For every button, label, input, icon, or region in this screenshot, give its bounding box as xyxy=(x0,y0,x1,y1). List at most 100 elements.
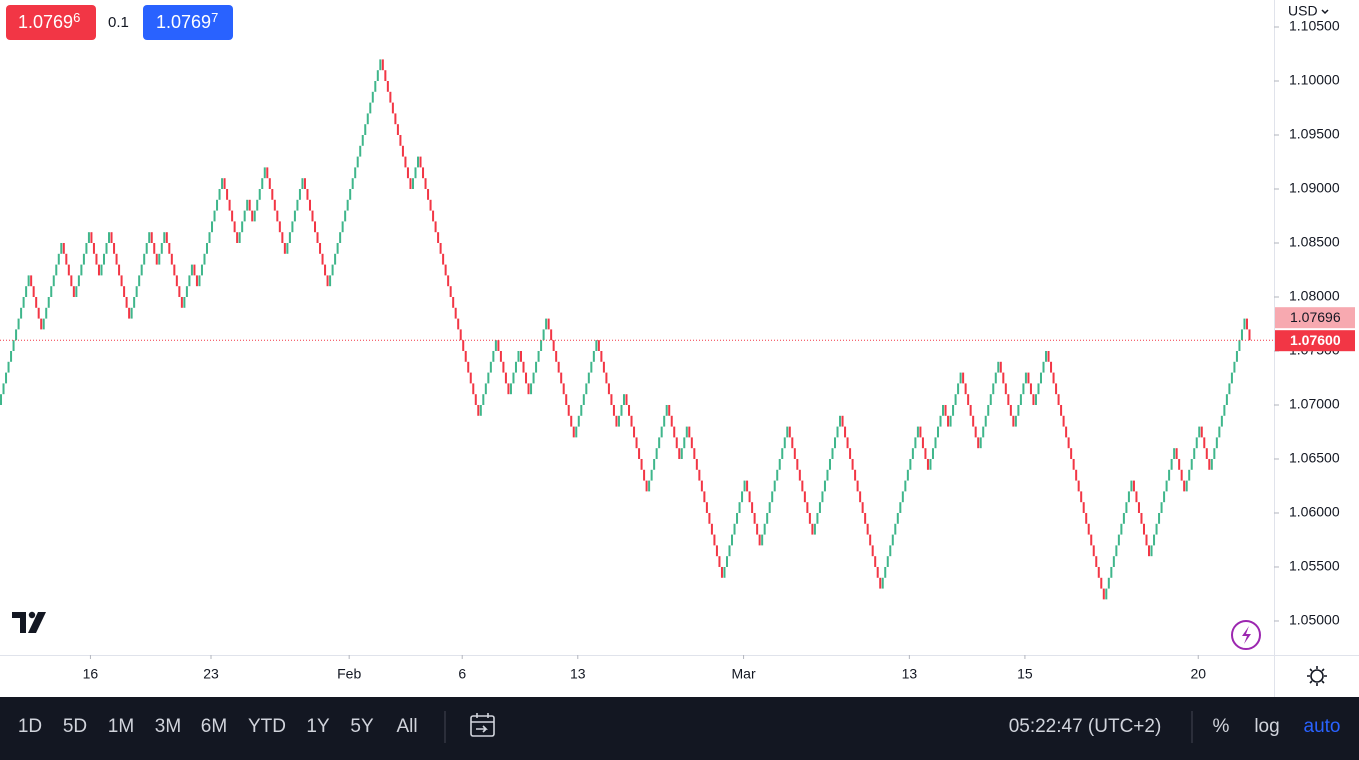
brick xyxy=(982,426,985,438)
brick xyxy=(1007,394,1010,405)
brick xyxy=(695,458,698,470)
settings-icon[interactable] xyxy=(1307,666,1327,686)
current-level-box xyxy=(1275,330,1355,352)
brick xyxy=(1045,350,1048,362)
brick xyxy=(391,102,394,114)
brick xyxy=(851,458,854,470)
brick xyxy=(231,210,234,222)
brick xyxy=(748,491,751,503)
brick xyxy=(477,404,480,416)
brick xyxy=(32,286,35,297)
brick xyxy=(615,415,618,427)
range-button[interactable]: 5D xyxy=(63,716,87,737)
brick xyxy=(133,296,136,308)
brick xyxy=(60,242,63,254)
brick xyxy=(1225,394,1228,405)
brick xyxy=(1120,523,1123,535)
brick xyxy=(718,556,721,567)
brick xyxy=(233,221,236,233)
brick xyxy=(173,264,176,276)
range-button[interactable]: 3M xyxy=(155,716,181,737)
brick xyxy=(87,232,90,243)
brick xyxy=(1047,350,1050,362)
lightning-icon[interactable] xyxy=(1231,620,1261,650)
brick xyxy=(336,242,339,254)
scale-option[interactable]: auto xyxy=(1304,716,1341,737)
brick xyxy=(979,437,982,449)
brick xyxy=(52,275,55,287)
brick xyxy=(1155,523,1158,535)
brick xyxy=(575,426,578,438)
brick xyxy=(1243,318,1246,330)
brick xyxy=(587,372,590,384)
brick xyxy=(826,469,829,481)
brick xyxy=(926,458,929,470)
brick xyxy=(866,523,869,535)
brick xyxy=(2,383,5,395)
brick xyxy=(472,383,475,395)
brick xyxy=(276,210,279,222)
brick xyxy=(954,394,957,405)
brick xyxy=(1065,426,1068,438)
brick xyxy=(447,275,450,287)
brick xyxy=(15,329,18,341)
brick xyxy=(366,113,369,125)
brick xyxy=(1002,372,1005,384)
y-tick-label: 1.06000 xyxy=(1289,504,1340,520)
range-button[interactable]: YTD xyxy=(248,716,286,737)
range-button[interactable]: 1Y xyxy=(306,716,330,737)
range-button[interactable]: 5Y xyxy=(350,716,374,737)
brick xyxy=(969,404,972,416)
range-button[interactable]: 1M xyxy=(108,716,134,737)
brick xyxy=(180,296,183,308)
brick xyxy=(153,242,156,254)
date-range-icon[interactable] xyxy=(470,713,495,737)
brick xyxy=(487,372,490,384)
brick xyxy=(1183,480,1186,492)
brick xyxy=(600,350,603,362)
brick xyxy=(7,361,10,373)
brick xyxy=(1027,372,1030,384)
brick xyxy=(70,275,73,287)
brick xyxy=(75,286,78,297)
brick xyxy=(195,275,198,287)
brick xyxy=(1034,394,1037,405)
brick xyxy=(638,448,641,459)
scale-option[interactable]: % xyxy=(1213,716,1230,737)
brick xyxy=(763,523,766,535)
brick xyxy=(404,156,407,168)
range-button[interactable]: 6M xyxy=(201,716,227,737)
ask-box[interactable] xyxy=(143,5,233,40)
brick xyxy=(949,415,952,427)
brick xyxy=(876,566,879,578)
currency[interactable]: USD xyxy=(1288,3,1318,19)
toolbar xyxy=(0,697,1359,760)
brick xyxy=(514,361,517,373)
brick xyxy=(766,512,769,524)
brick xyxy=(678,448,681,459)
brick xyxy=(1140,512,1143,524)
brick xyxy=(462,340,465,351)
brick xyxy=(369,102,372,114)
brick xyxy=(1168,469,1171,481)
scale-option[interactable]: log xyxy=(1254,716,1279,737)
brick xyxy=(158,253,161,265)
brick xyxy=(798,469,801,481)
brick xyxy=(1042,361,1045,373)
brick xyxy=(1077,480,1080,492)
brick xyxy=(939,415,942,427)
brick xyxy=(319,242,322,254)
brick xyxy=(565,394,568,405)
range-button[interactable]: All xyxy=(396,716,417,737)
brick xyxy=(703,491,706,503)
brick xyxy=(432,210,435,222)
brick xyxy=(934,437,937,449)
brick xyxy=(150,232,153,243)
range-button[interactable]: 1D xyxy=(18,716,42,737)
brick xyxy=(914,437,917,449)
brick xyxy=(791,437,794,449)
brick xyxy=(494,340,497,351)
brick xyxy=(286,242,289,254)
bid-box[interactable] xyxy=(6,5,96,40)
brick xyxy=(738,502,741,513)
